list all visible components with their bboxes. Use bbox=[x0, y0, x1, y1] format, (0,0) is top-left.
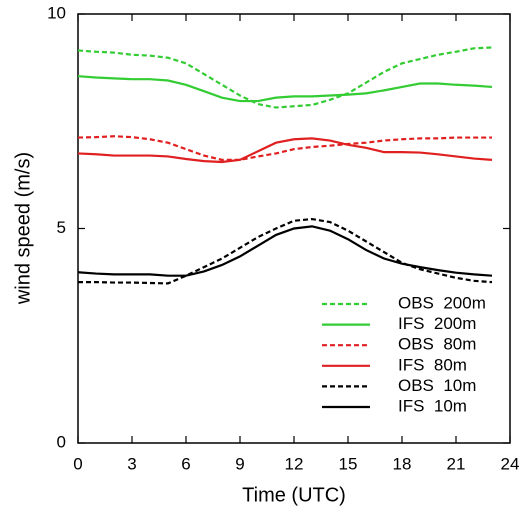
series-line bbox=[77, 225, 493, 277]
x-tick-label: 24 bbox=[501, 454, 520, 473]
legend-label: OBS 200m bbox=[398, 293, 486, 312]
x-tick-label: 0 bbox=[73, 454, 82, 473]
x-tick-label: 12 bbox=[285, 454, 304, 473]
series-line bbox=[77, 137, 493, 164]
x-tick-label: 15 bbox=[339, 454, 358, 473]
series-line bbox=[77, 75, 493, 103]
x-tick-label: 18 bbox=[393, 454, 412, 473]
x-tick-label: 21 bbox=[447, 454, 466, 473]
x-tick-label: 3 bbox=[127, 454, 136, 473]
legend-label: OBS 80m bbox=[398, 335, 476, 354]
x-tick-label: 9 bbox=[235, 454, 244, 473]
legend-label: IFS 10m bbox=[398, 396, 467, 415]
legend-label: IFS 80m bbox=[398, 355, 467, 374]
series-line bbox=[77, 46, 493, 109]
y-tick-label: 5 bbox=[57, 218, 66, 237]
y-axis-title: wind speed (m/s) bbox=[12, 152, 34, 305]
legend-label: OBS 10m bbox=[398, 376, 476, 395]
x-tick-label: 6 bbox=[181, 454, 190, 473]
x-axis-title: Time (UTC) bbox=[242, 484, 346, 506]
series-line bbox=[77, 135, 492, 161]
y-tick-label: 10 bbox=[47, 3, 66, 22]
legend-label: IFS 200m bbox=[398, 314, 476, 333]
series-line bbox=[78, 217, 493, 285]
y-tick-label: 0 bbox=[57, 432, 66, 451]
